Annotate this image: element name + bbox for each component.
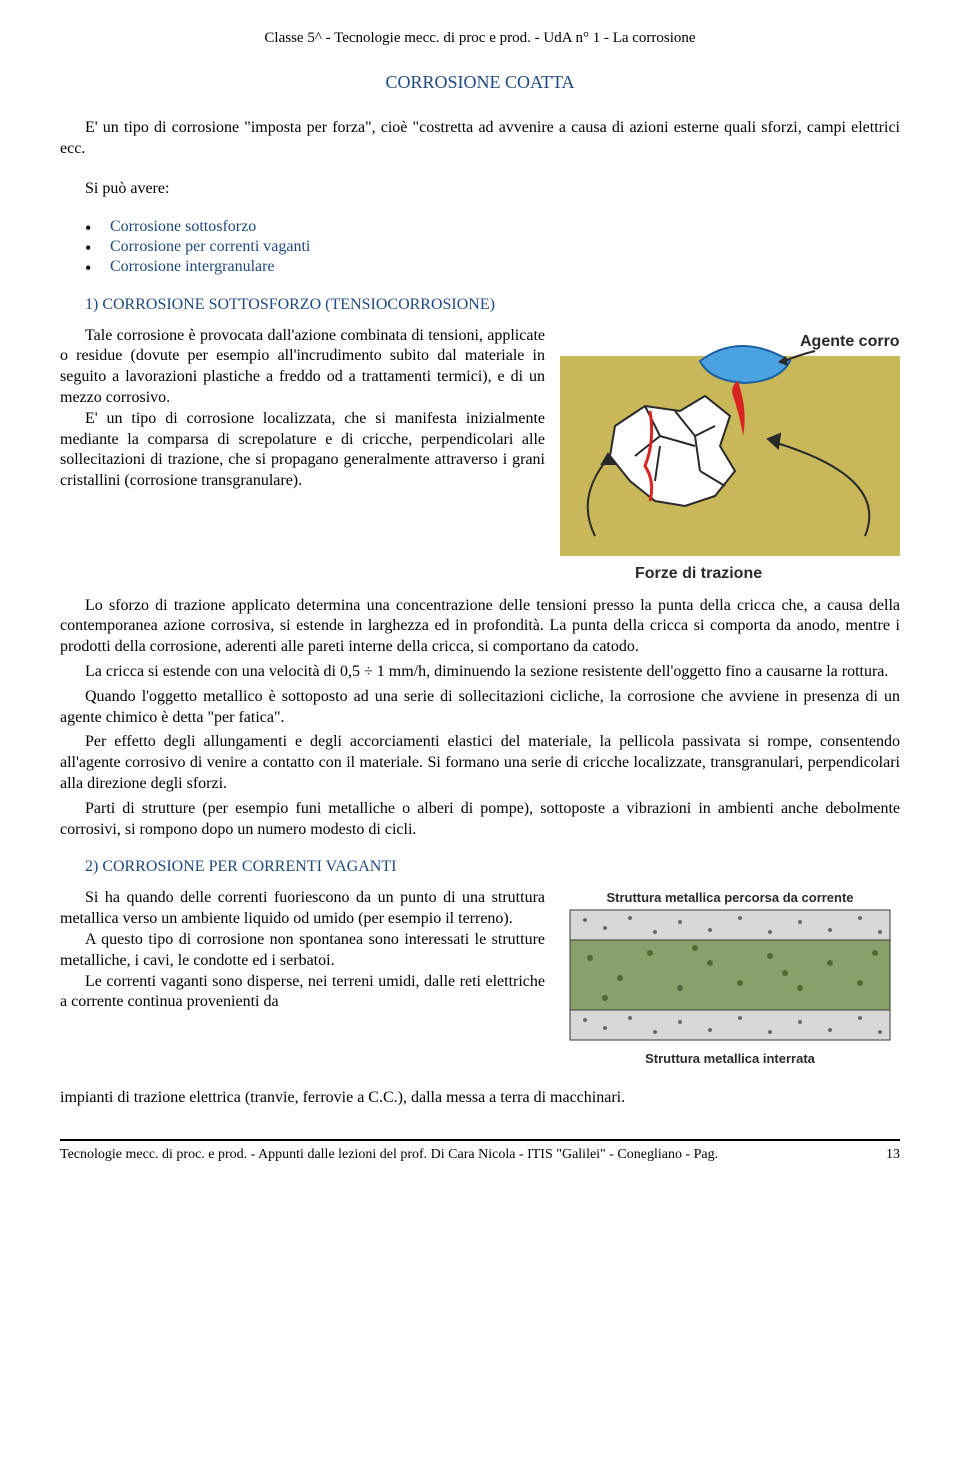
bullet-item: Corrosione per correnti vaganti [85,238,900,256]
section-1-left-text: Tale corrosione è provocata dall'azione … [60,326,545,591]
section-2-heading: 2) CORROSIONE PER CORRENTI VAGANTI [85,858,900,876]
section-1-figure: Agente corrosivo [560,326,900,591]
section-2-tail: impianti di trazione elettrica (tranvie,… [60,1088,900,1109]
footer-text: Tecnologie mecc. di proc. e prod. - Appu… [60,1147,718,1163]
page-header: Classe 5^ - Tecnologie mecc. di proc e p… [60,30,900,47]
footer-page-number: 13 [886,1147,900,1163]
section-2-left-text: Si ha quando delle correnti fuoriescono … [60,888,545,1083]
figure-label-bottom: Forze di trazione [635,565,762,582]
figure2-label-top: Struttura metallica percorsa da corrente [606,890,853,905]
section-2-figure: Struttura metallica percorsa da corrente [560,888,900,1083]
body-paragraph: Lo sforzo di trazione applicato determin… [60,596,900,658]
bullet-item: Corrosione sottosforzo [85,218,900,236]
figure2-label-bottom: Struttura metallica interrata [645,1051,816,1066]
tensiocorrosion-figure: Agente corrosivo [560,326,900,586]
body-paragraph: Quando l'oggetto metallico è sottoposto … [60,687,900,729]
section-1-heading: 1) CORROSIONE SOTTOSFORZO (TENSIOCORROSI… [85,296,900,314]
body-paragraph: La cricca si estende con una velocità di… [60,662,900,683]
body-paragraph: Per effetto degli allungamenti e degli a… [60,732,900,794]
figure-label-top: Agente corrosivo [800,333,900,350]
bullet-lead: Si può avere: [60,180,900,198]
bullet-item: Corrosione intergranulare [85,258,900,276]
bullet-list: Corrosione sottosforzo Corrosione per co… [85,218,900,276]
intro-paragraph: E' un tipo di corrosione "imposta per fo… [60,118,900,160]
stray-currents-figure: Struttura metallica percorsa da corrente [560,888,900,1078]
body-paragraph: Parti di strutture (per esempio funi met… [60,799,900,841]
page-title: CORROSIONE COATTA [60,72,900,93]
footer-rule [60,1139,900,1141]
